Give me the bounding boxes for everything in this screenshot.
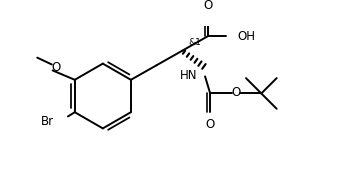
Text: O: O bbox=[51, 61, 61, 73]
Text: HN: HN bbox=[180, 69, 198, 82]
Text: Br: Br bbox=[41, 115, 54, 128]
Text: O: O bbox=[231, 86, 240, 99]
Text: O: O bbox=[206, 118, 215, 131]
Text: O: O bbox=[203, 0, 212, 12]
Text: OH: OH bbox=[238, 30, 256, 43]
Text: &1: &1 bbox=[188, 38, 201, 47]
